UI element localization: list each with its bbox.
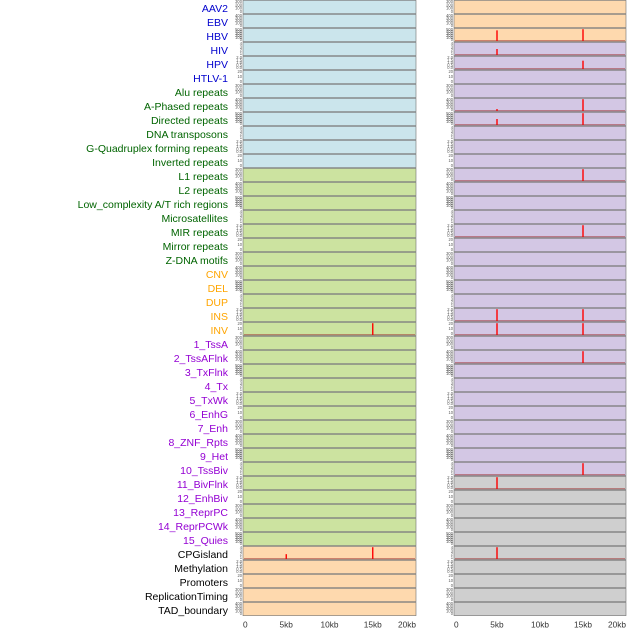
svg-text:11_BivFlnk: 11_BivFlnk xyxy=(177,479,229,491)
svg-text:TAD_boundary: TAD_boundary xyxy=(158,605,229,617)
svg-text:15_Quies: 15_Quies xyxy=(183,535,228,547)
svg-text:Promoters: Promoters xyxy=(180,577,228,589)
svg-text:10_TssBiv: 10_TssBiv xyxy=(180,465,229,477)
svg-text:2_TssAFlnk: 2_TssAFlnk xyxy=(174,353,229,365)
svg-text:AAV2: AAV2 xyxy=(202,3,228,15)
svg-text:A-Phased repeats: A-Phased repeats xyxy=(144,101,228,113)
svg-text:HPV: HPV xyxy=(206,59,228,71)
svg-text:5kb: 5kb xyxy=(280,620,294,630)
svg-text:MIR repeats: MIR repeats xyxy=(171,227,228,239)
svg-text:Methylation: Methylation xyxy=(174,563,228,575)
svg-text:HIV: HIV xyxy=(210,45,228,57)
svg-text:20kb: 20kb xyxy=(398,620,416,630)
svg-text:HTLV-1: HTLV-1 xyxy=(193,73,228,85)
svg-text:0: 0 xyxy=(243,620,248,630)
svg-text:INS: INS xyxy=(210,311,228,323)
svg-text:ReplicationTiming: ReplicationTiming xyxy=(145,591,228,603)
svg-text:L2 repeats: L2 repeats xyxy=(178,185,228,197)
svg-text:EBV: EBV xyxy=(207,17,228,29)
svg-text:L1 repeats: L1 repeats xyxy=(178,171,228,183)
svg-text:8_ZNF_Rpts: 8_ZNF_Rpts xyxy=(168,437,228,449)
svg-text:1_TssA: 1_TssA xyxy=(194,339,228,351)
svg-text:10kb: 10kb xyxy=(321,620,339,630)
svg-text:Mirror repeats: Mirror repeats xyxy=(163,241,228,253)
svg-text:9_Het: 9_Het xyxy=(200,451,228,463)
svg-text:HBV: HBV xyxy=(206,31,228,43)
svg-text:5kb: 5kb xyxy=(490,620,504,630)
svg-text:10kb: 10kb xyxy=(531,620,549,630)
svg-text:DNA transposons: DNA transposons xyxy=(146,129,228,141)
svg-text:G-Quadruplex forming repeats: G-Quadruplex forming repeats xyxy=(86,143,228,155)
svg-text:DUP: DUP xyxy=(206,297,228,309)
svg-text:5_TxWk: 5_TxWk xyxy=(189,395,228,407)
svg-text:Z-DNA motifs: Z-DNA motifs xyxy=(166,255,228,267)
svg-text:15kb: 15kb xyxy=(574,620,592,630)
svg-text:Alu repeats: Alu repeats xyxy=(175,87,228,99)
svg-text:6_EnhG: 6_EnhG xyxy=(189,409,228,421)
svg-text:14_ReprPCWk: 14_ReprPCWk xyxy=(158,521,229,533)
svg-text:Directed repeats: Directed repeats xyxy=(151,115,228,127)
svg-text:CPGisland: CPGisland xyxy=(178,549,228,561)
svg-text:Low_complexity A/T rich region: Low_complexity A/T rich regions xyxy=(78,199,228,211)
svg-text:12_EnhBiv: 12_EnhBiv xyxy=(177,493,229,505)
svg-text:0: 0 xyxy=(454,620,459,630)
svg-text:20kb: 20kb xyxy=(608,620,626,630)
svg-text:DEL: DEL xyxy=(208,283,229,295)
svg-text:7_Enh: 7_Enh xyxy=(198,423,229,435)
svg-text:15kb: 15kb xyxy=(364,620,382,630)
svg-text:4_Tx: 4_Tx xyxy=(205,381,229,393)
svg-text:Microsatellites: Microsatellites xyxy=(161,213,228,225)
svg-text:13_ReprPC: 13_ReprPC xyxy=(173,507,228,519)
svg-text:INV: INV xyxy=(210,325,228,337)
svg-text:3_TxFlnk: 3_TxFlnk xyxy=(185,367,229,379)
svg-text:CNV: CNV xyxy=(206,269,228,281)
svg-text:Inverted repeats: Inverted repeats xyxy=(152,157,228,169)
